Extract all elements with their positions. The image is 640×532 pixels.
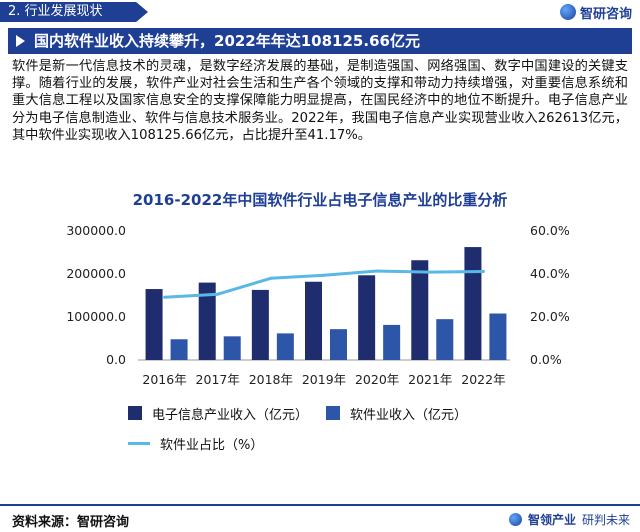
x-tick-label: 2016年 (142, 372, 186, 387)
line-point-software-share (428, 270, 432, 274)
x-tick-label: 2017年 (196, 372, 240, 387)
x-tick-label: 2022年 (461, 372, 505, 387)
x-tick-label: 2020年 (355, 372, 399, 387)
bar-electronics (305, 281, 322, 360)
bar-electronics (145, 289, 163, 360)
chart-area: 0.0 100000.0 200000.0 300000.0 0.0% 20.0% 40.0… (0, 214, 640, 504)
legend-label: 电子信息产业收入（亿元） (152, 407, 309, 423)
legend-label: 软件业占比（%） (160, 437, 264, 453)
brand-logo-icon (559, 4, 576, 20)
legend-swatch (326, 406, 340, 420)
play-arrow-icon (16, 35, 25, 47)
footer-brand-text: 智领产业 (527, 513, 576, 527)
x-tick-label: 2021年 (408, 372, 452, 387)
line-point-software-share (269, 276, 273, 280)
line-point-software-share (163, 295, 167, 299)
bar-software (170, 339, 188, 360)
intro-paragraph: 软件是新一代信息技术的灵魂，是数字经济发展的基础，是制造强国、网络强国、数字中国… (12, 59, 628, 143)
section-label: 2. 行业发展现状 (0, 2, 148, 22)
y-left-tick-label: 300000.0 (66, 223, 126, 238)
headline-banner: 国内软件业收入持续攀升，2022年年达108125.66亿元 (8, 28, 632, 54)
footer-slogan: 研判未来 (581, 513, 630, 527)
y-right-tick-label: 20.0% (530, 309, 570, 324)
line-point-software-share (322, 273, 326, 277)
chart-title: 2016-2022年中国软件行业占电子信息产业的比重分析 (132, 191, 508, 209)
bar-electronics (411, 260, 429, 360)
footer: 资料来源：智研咨询 智领产业 研判未来 (0, 504, 640, 532)
brand-logo-icon (508, 513, 522, 526)
bar-software (436, 319, 454, 360)
y-left-tick-label: 200000.0 (66, 266, 126, 281)
bar-software (330, 329, 347, 360)
bar-software (489, 313, 507, 360)
bar-software (276, 333, 294, 360)
y-right-tick-label: 40.0% (530, 266, 570, 281)
legend-swatch (128, 406, 142, 420)
bar-electronics (464, 247, 482, 360)
legend-swatch (128, 441, 150, 445)
y-right-tick-label: 0.0% (530, 352, 562, 367)
top-bar: 2. 行业发展现状 智研咨询 (0, 0, 640, 24)
x-tick-label: 2019年 (302, 372, 346, 387)
y-left-tick-label: 0.0 (106, 352, 126, 367)
legend-item-software: 软件业收入（亿元） (326, 404, 468, 423)
bar-software (223, 336, 241, 360)
source-note: 资料来源：智研咨询 (12, 515, 130, 530)
footer-brand: 智领产业 研判未来 (508, 511, 630, 528)
line-point-software-share (216, 292, 220, 296)
headline-text: 国内软件业收入持续攀升，2022年年达108125.66亿元 (34, 32, 420, 50)
y-right-tick-label: 60.0% (530, 223, 570, 238)
x-tick-label: 2018年 (249, 372, 293, 387)
legend-label: 软件业收入（亿元） (350, 407, 468, 423)
combo-chart: 0.0 100000.0 200000.0 300000.0 0.0% 20.0% 40.0… (66, 223, 570, 387)
legend-item-electronics: 电子信息产业收入（亿元） (128, 404, 309, 423)
bar-electronics (358, 275, 376, 360)
line-point-software-share (375, 269, 379, 273)
bar-electronics (251, 289, 269, 360)
y-left-tick-label: 100000.0 (66, 309, 126, 324)
line-point-software-share (481, 269, 485, 273)
legend-item-share: 软件业占比（%） (128, 434, 264, 453)
bar-software (383, 324, 401, 360)
brand-logo: 智研咨询 (559, 3, 632, 22)
brand-name: 智研咨询 (579, 6, 632, 22)
bar-electronics (198, 282, 216, 360)
